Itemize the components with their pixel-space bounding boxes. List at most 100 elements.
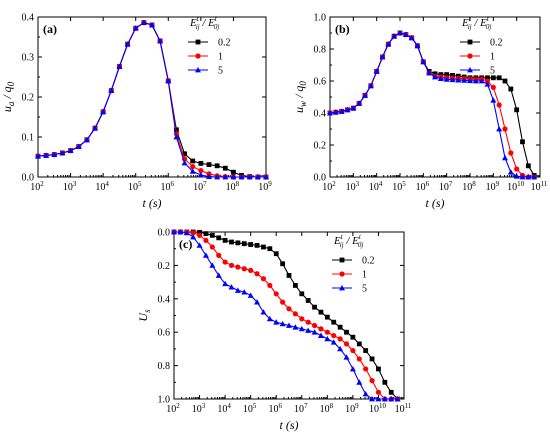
x-tick-label: 102 bbox=[30, 180, 44, 193]
x-tick-label: 108 bbox=[462, 180, 476, 193]
data-point bbox=[206, 173, 212, 179]
data-point bbox=[190, 158, 196, 164]
legend-title-sup2: t bbox=[487, 15, 490, 23]
data-point bbox=[318, 309, 324, 315]
x-tick-label: 107 bbox=[193, 180, 207, 193]
legend-marker bbox=[195, 53, 201, 59]
data-point bbox=[196, 242, 203, 248]
data-point bbox=[408, 34, 415, 41]
data-point bbox=[132, 25, 139, 31]
y-tick-label: 1.0 bbox=[314, 13, 327, 24]
y-tick-label: 0.0 bbox=[158, 228, 171, 239]
data-point bbox=[206, 162, 212, 167]
data-point bbox=[196, 232, 203, 238]
data-point bbox=[382, 379, 388, 385]
data-point bbox=[327, 110, 333, 116]
x-tick-exp: 4 bbox=[105, 180, 109, 188]
data-point bbox=[343, 341, 350, 347]
legend-title-E1: E bbox=[189, 17, 197, 29]
x-tick-base: 10 bbox=[439, 182, 449, 193]
data-point bbox=[190, 234, 197, 240]
data-point bbox=[311, 329, 318, 335]
data-point bbox=[367, 82, 374, 89]
data-point bbox=[376, 366, 381, 372]
x-tick-label: 109 bbox=[258, 180, 272, 193]
data-point bbox=[312, 304, 317, 310]
data-point bbox=[198, 161, 204, 166]
data-point bbox=[241, 241, 247, 247]
x-tick-exp: 11 bbox=[405, 402, 412, 410]
legend-title-sub2: 0j bbox=[214, 23, 220, 31]
x-tick-base: 10 bbox=[294, 404, 304, 415]
panel-c: 102 103 104 105 106 107 108 109 1010 10110.00.20.… bbox=[136, 228, 412, 433]
data-point bbox=[461, 77, 468, 83]
x-axis-title: t (s) bbox=[280, 418, 299, 432]
x-tick-label: 1011 bbox=[531, 180, 548, 193]
data-point bbox=[238, 174, 245, 180]
data-point bbox=[140, 19, 147, 25]
x-tick-base: 10 bbox=[166, 404, 176, 415]
x-axis-title: t (s) bbox=[426, 196, 445, 210]
data-point bbox=[215, 272, 222, 278]
legend-label: 0.2 bbox=[218, 38, 231, 49]
y-tick-label: 0.1 bbox=[22, 133, 35, 144]
data-point bbox=[356, 356, 362, 362]
data-point bbox=[267, 282, 273, 289]
data-point bbox=[286, 322, 292, 328]
x-tick-base: 10 bbox=[531, 182, 541, 193]
x-tick-base: 10 bbox=[345, 404, 355, 415]
data-point bbox=[484, 81, 491, 87]
data-point bbox=[222, 237, 228, 243]
legend-marker bbox=[339, 271, 345, 277]
data-point bbox=[478, 78, 485, 84]
x-tick-label: 102 bbox=[322, 180, 336, 193]
x-tick-exp: 3 bbox=[202, 402, 206, 410]
data-point bbox=[209, 262, 216, 268]
x-tick-label: 106 bbox=[161, 180, 175, 193]
x-tick-label: 105 bbox=[243, 402, 257, 415]
data-point bbox=[502, 126, 508, 132]
y-title-main: U bbox=[136, 312, 150, 322]
y-tick-label: 0.6 bbox=[314, 77, 327, 88]
y-tick-label: 0.8 bbox=[314, 45, 327, 56]
x-tick-base: 10 bbox=[322, 182, 332, 193]
data-point bbox=[484, 78, 491, 84]
x-tick-label: 109 bbox=[486, 180, 500, 193]
x-tick-label: 103 bbox=[346, 180, 360, 193]
y-title-main: u bbox=[0, 106, 14, 112]
y-axis-title: ua / q0 bbox=[0, 81, 16, 112]
data-point bbox=[330, 339, 337, 345]
data-point bbox=[235, 240, 241, 246]
data-point bbox=[450, 73, 455, 78]
data-point bbox=[292, 324, 299, 330]
legend-title: Et ij / Et 0j bbox=[189, 15, 219, 31]
legend-title-sup1: t bbox=[341, 233, 344, 241]
data-point bbox=[286, 306, 292, 312]
panel-label: (b) bbox=[335, 22, 350, 36]
data-point bbox=[332, 109, 339, 115]
data-point bbox=[449, 76, 456, 83]
legend-marker bbox=[195, 67, 201, 73]
data-point bbox=[508, 150, 514, 156]
x-tick-label: 105 bbox=[392, 180, 406, 193]
x-tick-base: 10 bbox=[416, 182, 426, 193]
data-point bbox=[375, 396, 382, 402]
data-point bbox=[507, 169, 514, 175]
data-point bbox=[519, 174, 526, 180]
y-tick-label: 0.4 bbox=[22, 13, 35, 24]
data-point bbox=[292, 311, 298, 317]
legend-marker bbox=[467, 53, 473, 59]
data-point bbox=[149, 22, 155, 28]
legend: Et ij / Et 0j0.215 bbox=[460, 15, 503, 77]
x-tick-label: 104 bbox=[95, 180, 109, 193]
data-point bbox=[397, 30, 403, 36]
x-tick-exp: 5 bbox=[253, 402, 257, 410]
data-point bbox=[525, 174, 532, 180]
x-tick-exp: 9 bbox=[496, 180, 500, 188]
data-point bbox=[273, 291, 279, 297]
legend-label: 5 bbox=[362, 284, 367, 295]
y-tick-label: 0.8 bbox=[158, 361, 171, 372]
data-point bbox=[209, 244, 215, 250]
data-point bbox=[311, 322, 318, 329]
data-point bbox=[496, 75, 502, 81]
